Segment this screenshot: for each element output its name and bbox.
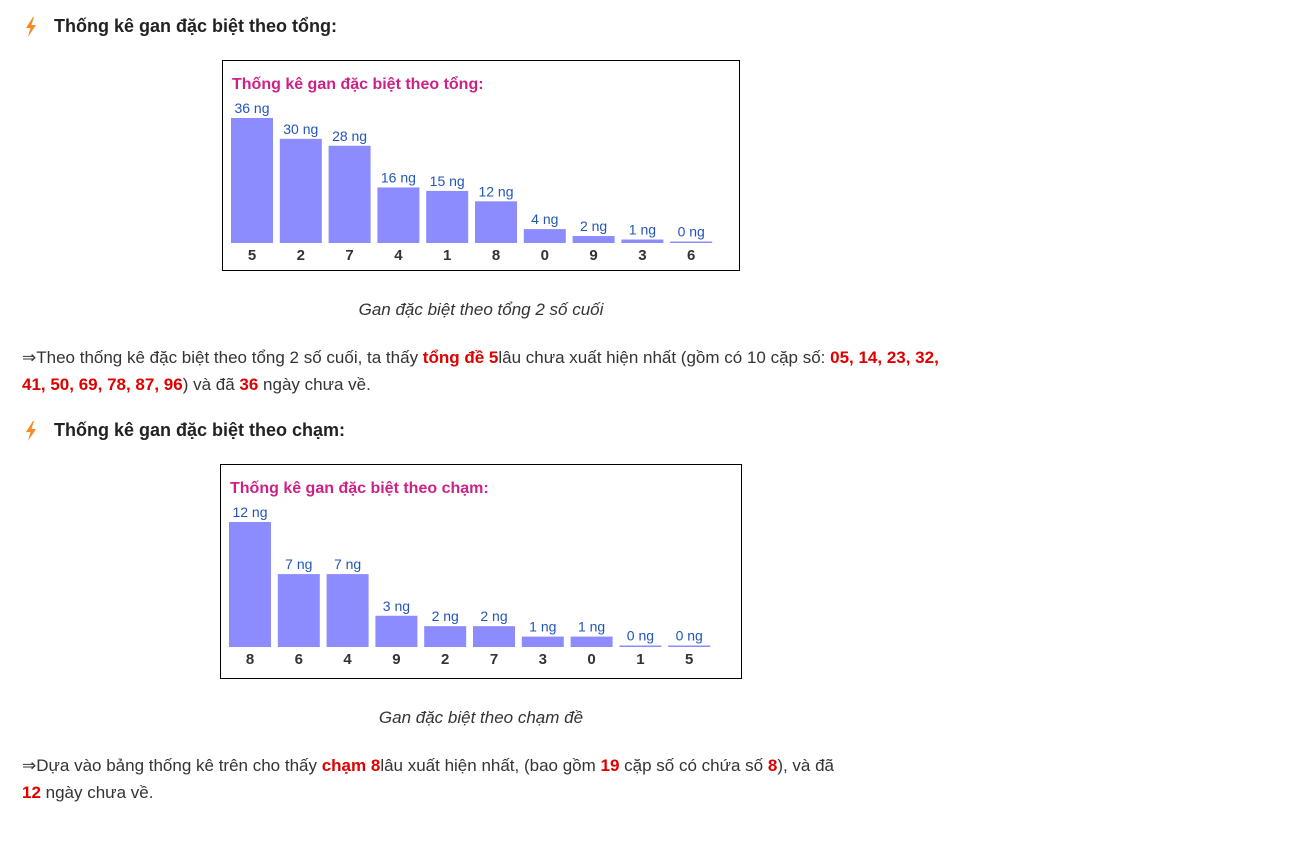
lightning-icon [26, 16, 36, 37]
chart-data-label: 12 ng [232, 504, 267, 520]
para-text: ngày chưa về. [40, 783, 154, 802]
chart-category-label: 6 [295, 651, 303, 668]
chart-category-label: 2 [297, 247, 305, 264]
highlight-text: 8 [767, 756, 778, 775]
highlight-text: 05, 14, 23, 32, 41, 50, 69, 78, 87, 96 [22, 348, 939, 394]
chart-bar [523, 229, 566, 243]
chart-category-label: 8 [246, 651, 254, 668]
chart-title: Thống kê gan đặc biệt theo tổng: [232, 75, 484, 93]
chart-category-label: 5 [248, 247, 256, 264]
chart-category-label: 9 [589, 247, 597, 264]
section2-heading: Thống kê gan đặc biệt theo chạm: [24, 420, 345, 441]
arrow-icon: ⇒ [22, 756, 37, 775]
chart-data-label: 2 ng [580, 218, 607, 234]
chart-data-label: 2 ng [432, 608, 459, 624]
chart-category-label: 4 [343, 651, 352, 668]
chart-bar [619, 645, 662, 647]
chart-tong: Thống kê gan đặc biệt theo tổng: 36 ng 5 30… [222, 60, 740, 271]
chart-category-label: 1 [443, 247, 451, 264]
chart-data-label: 1 ng [529, 619, 556, 635]
chart-data-label: 1 ng [629, 222, 656, 238]
chart-data-label: 4 ng [531, 211, 558, 227]
chart-category-label: 4 [394, 247, 403, 264]
chart-bar [473, 626, 515, 647]
highlight-text: 36 [239, 375, 259, 394]
chart-category-label: 6 [687, 247, 695, 264]
chart-category-label: 1 [636, 651, 644, 668]
chart-data-label: 7 ng [285, 556, 312, 572]
chart-bar [279, 138, 322, 243]
chart-bar [229, 522, 271, 647]
chart-bar [475, 201, 517, 243]
para-text: cặp số có chứa số [619, 756, 768, 775]
chart-data-label: 30 ng [283, 121, 318, 137]
chart-data-label: 3 ng [383, 598, 410, 614]
chart-tong-svg: Thống kê gan đặc biệt theo tổng:36 ng530… [231, 75, 713, 264]
highlight-text: chạm 8 [321, 756, 381, 775]
para-text: lâu chưa xuất hiện nhất (gồm có 10 cặp s… [498, 348, 831, 367]
chart-bar [277, 574, 320, 647]
chart-cham: Thống kê gan đặc biệt theo chạm: 12 ng 8 7 … [220, 464, 742, 679]
chart-category-label: 3 [638, 247, 646, 264]
para-text: ngày chưa về. [258, 375, 371, 394]
chart-cham-svg: Thống kê gan đặc biệt theo chạm:12 ng87 … [229, 480, 711, 668]
chart-data-label: 0 ng [678, 224, 705, 240]
chart-bar [328, 145, 371, 243]
chart-bar [670, 241, 713, 243]
chart-data-label: 2 ng [480, 608, 507, 624]
section2-heading-text: Thống kê gan đặc biệt theo chạm: [54, 420, 346, 440]
chart-category-label: 3 [539, 651, 547, 668]
chart-bar [377, 187, 420, 243]
chart-category-label: 5 [685, 651, 693, 668]
chart-bar [326, 574, 369, 647]
highlight-text: 12 [22, 783, 41, 802]
highlight-text: 19 [600, 756, 620, 775]
chart-bar [231, 118, 273, 243]
section2-caption: Gan đặc biệt theo chạm đề [378, 708, 584, 727]
chart-bar [570, 636, 613, 647]
para-text: Theo thống kê đặc biệt theo tổng 2 số cu… [36, 348, 423, 367]
chart-category-label: 7 [345, 247, 353, 264]
chart-bar [668, 645, 711, 647]
chart-bar [424, 626, 467, 647]
section1-heading-text: Thống kê gan đặc biệt theo tổng: [54, 16, 337, 36]
chart-category-label: 8 [492, 247, 500, 264]
chart-data-label: 36 ng [234, 100, 269, 116]
chart-bar [375, 615, 418, 647]
chart-bar [572, 236, 615, 243]
para-text: lâu xuất hiện nhất, (bao gồm [380, 756, 601, 775]
chart-data-label: 7 ng [334, 556, 361, 572]
section1-caption: Gan đặc biệt theo tổng 2 số cuối [358, 300, 604, 319]
chart-data-label: 12 ng [478, 183, 513, 199]
chart-bar [621, 239, 664, 243]
highlight-text: tổng đề 5 [422, 348, 499, 367]
chart-category-label: 0 [587, 651, 595, 668]
chart-bar [426, 190, 469, 243]
chart-category-label: 0 [541, 247, 549, 264]
lightning-icon [26, 420, 36, 441]
section1-paragraph: ⇒Theo thống kê đặc biệt theo tổng 2 số c… [22, 344, 952, 398]
chart-data-label: 0 ng [676, 628, 703, 644]
chart-category-label: 2 [441, 651, 449, 668]
para-text: ) và đã [182, 375, 240, 394]
section2-paragraph: ⇒Dựa vào bảng thống kê trên cho thấy chạ… [22, 752, 952, 806]
chart-data-label: 15 ng [430, 173, 465, 189]
para-text: Dựa vào bảng thống kê trên cho thấy [36, 756, 322, 775]
chart-category-label: 9 [392, 651, 400, 668]
chart-data-label: 1 ng [578, 619, 605, 635]
arrow-icon: ⇒ [22, 348, 37, 367]
section1-heading: Thống kê gan đặc biệt theo tổng: [24, 16, 337, 37]
chart-bar [521, 636, 564, 647]
chart-category-label: 7 [490, 651, 498, 668]
chart-data-label: 28 ng [332, 128, 367, 144]
para-text: ), và đã [777, 756, 835, 775]
chart-data-label: 0 ng [627, 628, 654, 644]
chart-data-label: 16 ng [381, 169, 416, 185]
chart-title: Thống kê gan đặc biệt theo chạm: [230, 480, 489, 497]
